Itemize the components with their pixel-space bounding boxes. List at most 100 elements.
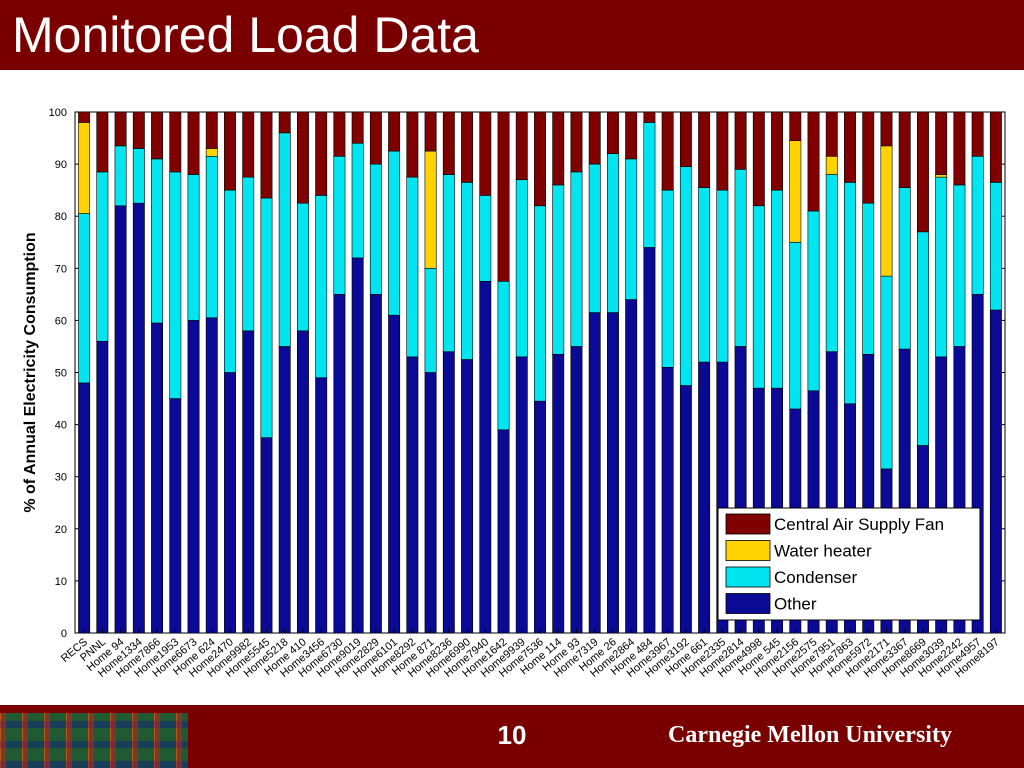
bar-segment-central-air-supply-fan — [534, 111, 546, 207]
bar-segment-condenser — [989, 182, 1002, 311]
bar-segment-central-air-supply-fan — [151, 111, 164, 160]
slide-title: Monitored Load Data — [12, 7, 479, 63]
bar-segment-central-air-supply-fan — [679, 111, 692, 168]
bar-segment-central-air-supply-fan — [625, 111, 638, 160]
bar-segment-condenser — [406, 176, 419, 358]
bar-segment-other — [552, 353, 565, 634]
bar-segment-water-heater — [825, 155, 838, 175]
bar-segment-condenser — [315, 195, 328, 379]
bar-segment-condenser — [96, 171, 109, 342]
bar-segment-other — [515, 356, 528, 634]
bar-segment-other — [369, 294, 382, 634]
bar-segment-central-air-supply-fan — [333, 111, 346, 157]
bar-segment-central-air-supply-fan — [807, 111, 820, 212]
bar-segment-water-heater — [789, 140, 802, 243]
bar-segment-other — [461, 359, 474, 634]
bar-segment-other — [406, 356, 419, 634]
bar-segment-other — [679, 385, 692, 634]
bar-segment-other — [479, 281, 492, 634]
bar-segment-central-air-supply-fan — [224, 111, 236, 191]
legend-label-other: Other — [774, 595, 817, 614]
y-tick-label: 10 — [55, 576, 67, 588]
bar-segment-condenser — [151, 158, 164, 324]
bar-segment-other — [224, 372, 236, 634]
bar-segment-condenser — [825, 174, 838, 352]
bar-segment-water-heater — [205, 148, 218, 157]
bar-segment-central-air-supply-fan — [734, 111, 747, 170]
bar-segment-other — [114, 205, 127, 634]
bar-segment-condenser — [369, 163, 382, 295]
bar-segment-other — [78, 382, 91, 634]
bar-segment-central-air-supply-fan — [971, 111, 984, 157]
bar-segment-condenser — [78, 213, 91, 384]
bar-segment-condenser — [880, 275, 893, 470]
bar-segment-other — [333, 294, 346, 634]
legend-swatch-other — [725, 593, 771, 614]
bar-segment-condenser — [260, 197, 273, 438]
bar-segment-central-air-supply-fan — [935, 111, 948, 175]
bar-segment-condenser — [515, 179, 528, 358]
bar-segment-condenser — [388, 150, 401, 316]
bar-segment-central-air-supply-fan — [570, 111, 583, 173]
title-bar: Monitored Load Data — [0, 0, 1024, 70]
bar-segment-condenser — [679, 166, 692, 386]
bar-segment-condenser — [132, 148, 145, 204]
bar-segment-condenser — [351, 142, 364, 259]
bar-segment-water-heater — [935, 174, 948, 178]
bar-segment-central-air-supply-fan — [989, 111, 1002, 183]
bar-segment-water-heater — [78, 122, 91, 214]
bar-segment-other — [296, 330, 309, 634]
legend-label-central-air-supply-fan: Central Air Supply Fan — [774, 515, 944, 534]
bar-segment-other — [242, 330, 255, 634]
bar-segment-condenser — [771, 189, 784, 389]
bar-segment-central-air-supply-fan — [187, 111, 200, 175]
bar-segment-condenser — [935, 176, 948, 358]
bar-segment-condenser — [698, 187, 711, 363]
bar-segment-central-air-supply-fan — [552, 111, 565, 186]
legend-label-water-heater: Water heater — [774, 542, 872, 561]
bar-segment-other — [442, 351, 455, 634]
bar-segment-central-air-supply-fan — [880, 111, 893, 147]
bar-segment-other — [661, 366, 674, 634]
bar-segment-condenser — [606, 153, 619, 313]
bar-segment-central-air-supply-fan — [752, 111, 765, 207]
bar-segment-condenser — [534, 205, 546, 402]
bar-segment-condenser — [570, 171, 583, 347]
bar-segment-condenser — [734, 169, 747, 347]
bar-segment-condenser — [898, 187, 911, 350]
bar-segment-other — [625, 299, 638, 634]
bar-segment-condenser — [752, 205, 765, 389]
bar-segment-condenser — [461, 182, 474, 360]
bar-segment-central-air-supply-fan — [388, 111, 401, 152]
bar-segment-central-air-supply-fan — [461, 111, 474, 183]
bar-segment-condenser — [789, 241, 802, 410]
bar-segment-other — [388, 314, 401, 634]
y-tick-label: 80 — [55, 211, 67, 223]
bar-segment-central-air-supply-fan — [716, 111, 729, 191]
bar-segment-condenser — [114, 145, 127, 207]
bar-segment-central-air-supply-fan — [296, 111, 309, 204]
bar-segment-condenser — [187, 174, 200, 321]
bar-segment-other — [315, 377, 328, 634]
bar-segment-condenser — [224, 189, 236, 373]
bar-segment-central-air-supply-fan — [789, 111, 802, 141]
bar-segment-other — [606, 312, 619, 634]
bar-segment-central-air-supply-fan — [588, 111, 601, 165]
legend-swatch-condenser — [725, 566, 771, 588]
bar-segment-central-air-supply-fan — [953, 111, 966, 186]
bar-segment-central-air-supply-fan — [844, 111, 856, 183]
stacked-bar-chart: 0 10 20 30 40 50 60 70 80 90 100 % of Annual Electr… — [0, 70, 1024, 705]
bar-segment-condenser — [971, 155, 984, 295]
bar-segment-condenser — [442, 174, 455, 352]
bar-segment-central-air-supply-fan — [205, 111, 218, 149]
bar-segment-central-air-supply-fan — [606, 111, 619, 154]
legend-swatch-central-air-supply-fan — [725, 513, 771, 535]
bar-segment-central-air-supply-fan — [643, 111, 656, 123]
bar-segment-central-air-supply-fan — [369, 111, 382, 165]
bar-segment-condenser — [716, 189, 729, 363]
bar-segment-central-air-supply-fan — [260, 111, 273, 199]
y-tick-label: 60 — [55, 315, 67, 327]
bar-segment-central-air-supply-fan — [78, 111, 91, 123]
bar-segment-condenser — [169, 171, 182, 399]
page-number: 10 — [497, 720, 527, 750]
